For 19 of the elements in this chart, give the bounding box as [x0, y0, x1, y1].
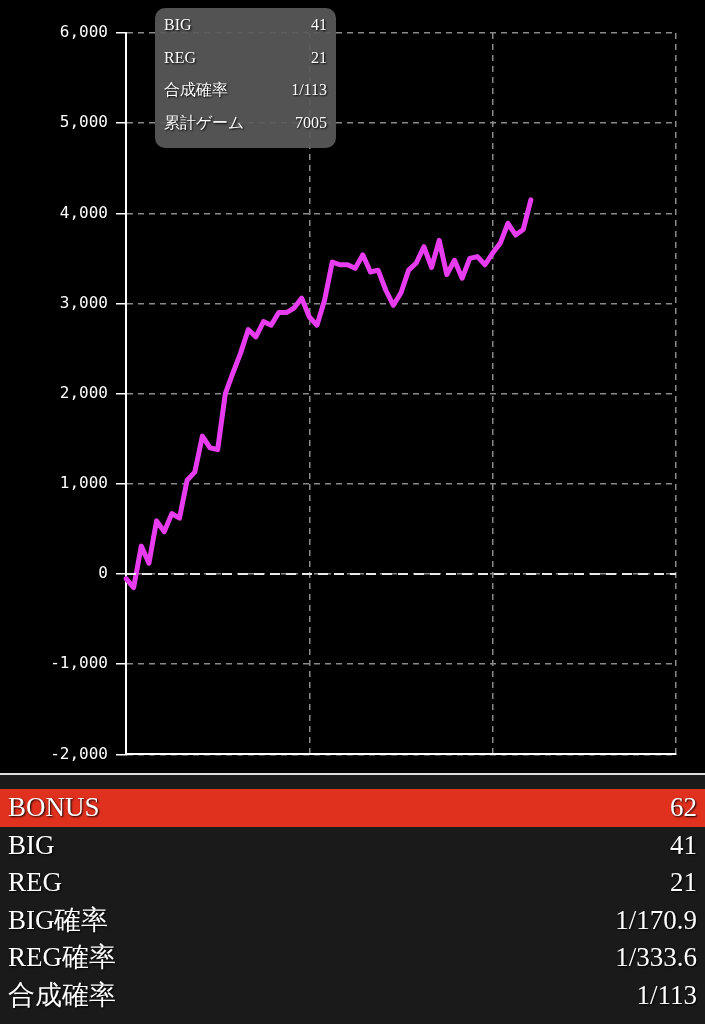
text: BIG 41 [8, 829, 697, 860]
y-tick-label: 6,000 [59, 22, 108, 42]
text: 合成確率 1/113 [8, 979, 697, 1010]
text: REG確率 1/333.6 [8, 942, 697, 972]
text: 累計ゲーム 7005 [164, 113, 327, 131]
y-tick-label: 1,000 [59, 473, 108, 493]
y-tick-label: 0 [98, 563, 108, 583]
y-tick-label: 4,000 [59, 202, 108, 222]
y-tick-label: -2,000 [50, 743, 108, 763]
text: 合成確率 1/113 [164, 81, 327, 98]
text: REG 21 [164, 48, 327, 66]
y-tick-label: 2,000 [59, 382, 108, 402]
y-tick-label: -1,000 [50, 653, 108, 673]
text: BONUS 62 [8, 792, 697, 822]
text: BIG確率 1/170.9 [8, 904, 697, 935]
y-tick-label: 3,000 [59, 292, 108, 312]
y-tick-label: 5,000 [59, 112, 108, 132]
text: BIG 41 [164, 16, 327, 33]
text: REG 21 [8, 867, 697, 897]
